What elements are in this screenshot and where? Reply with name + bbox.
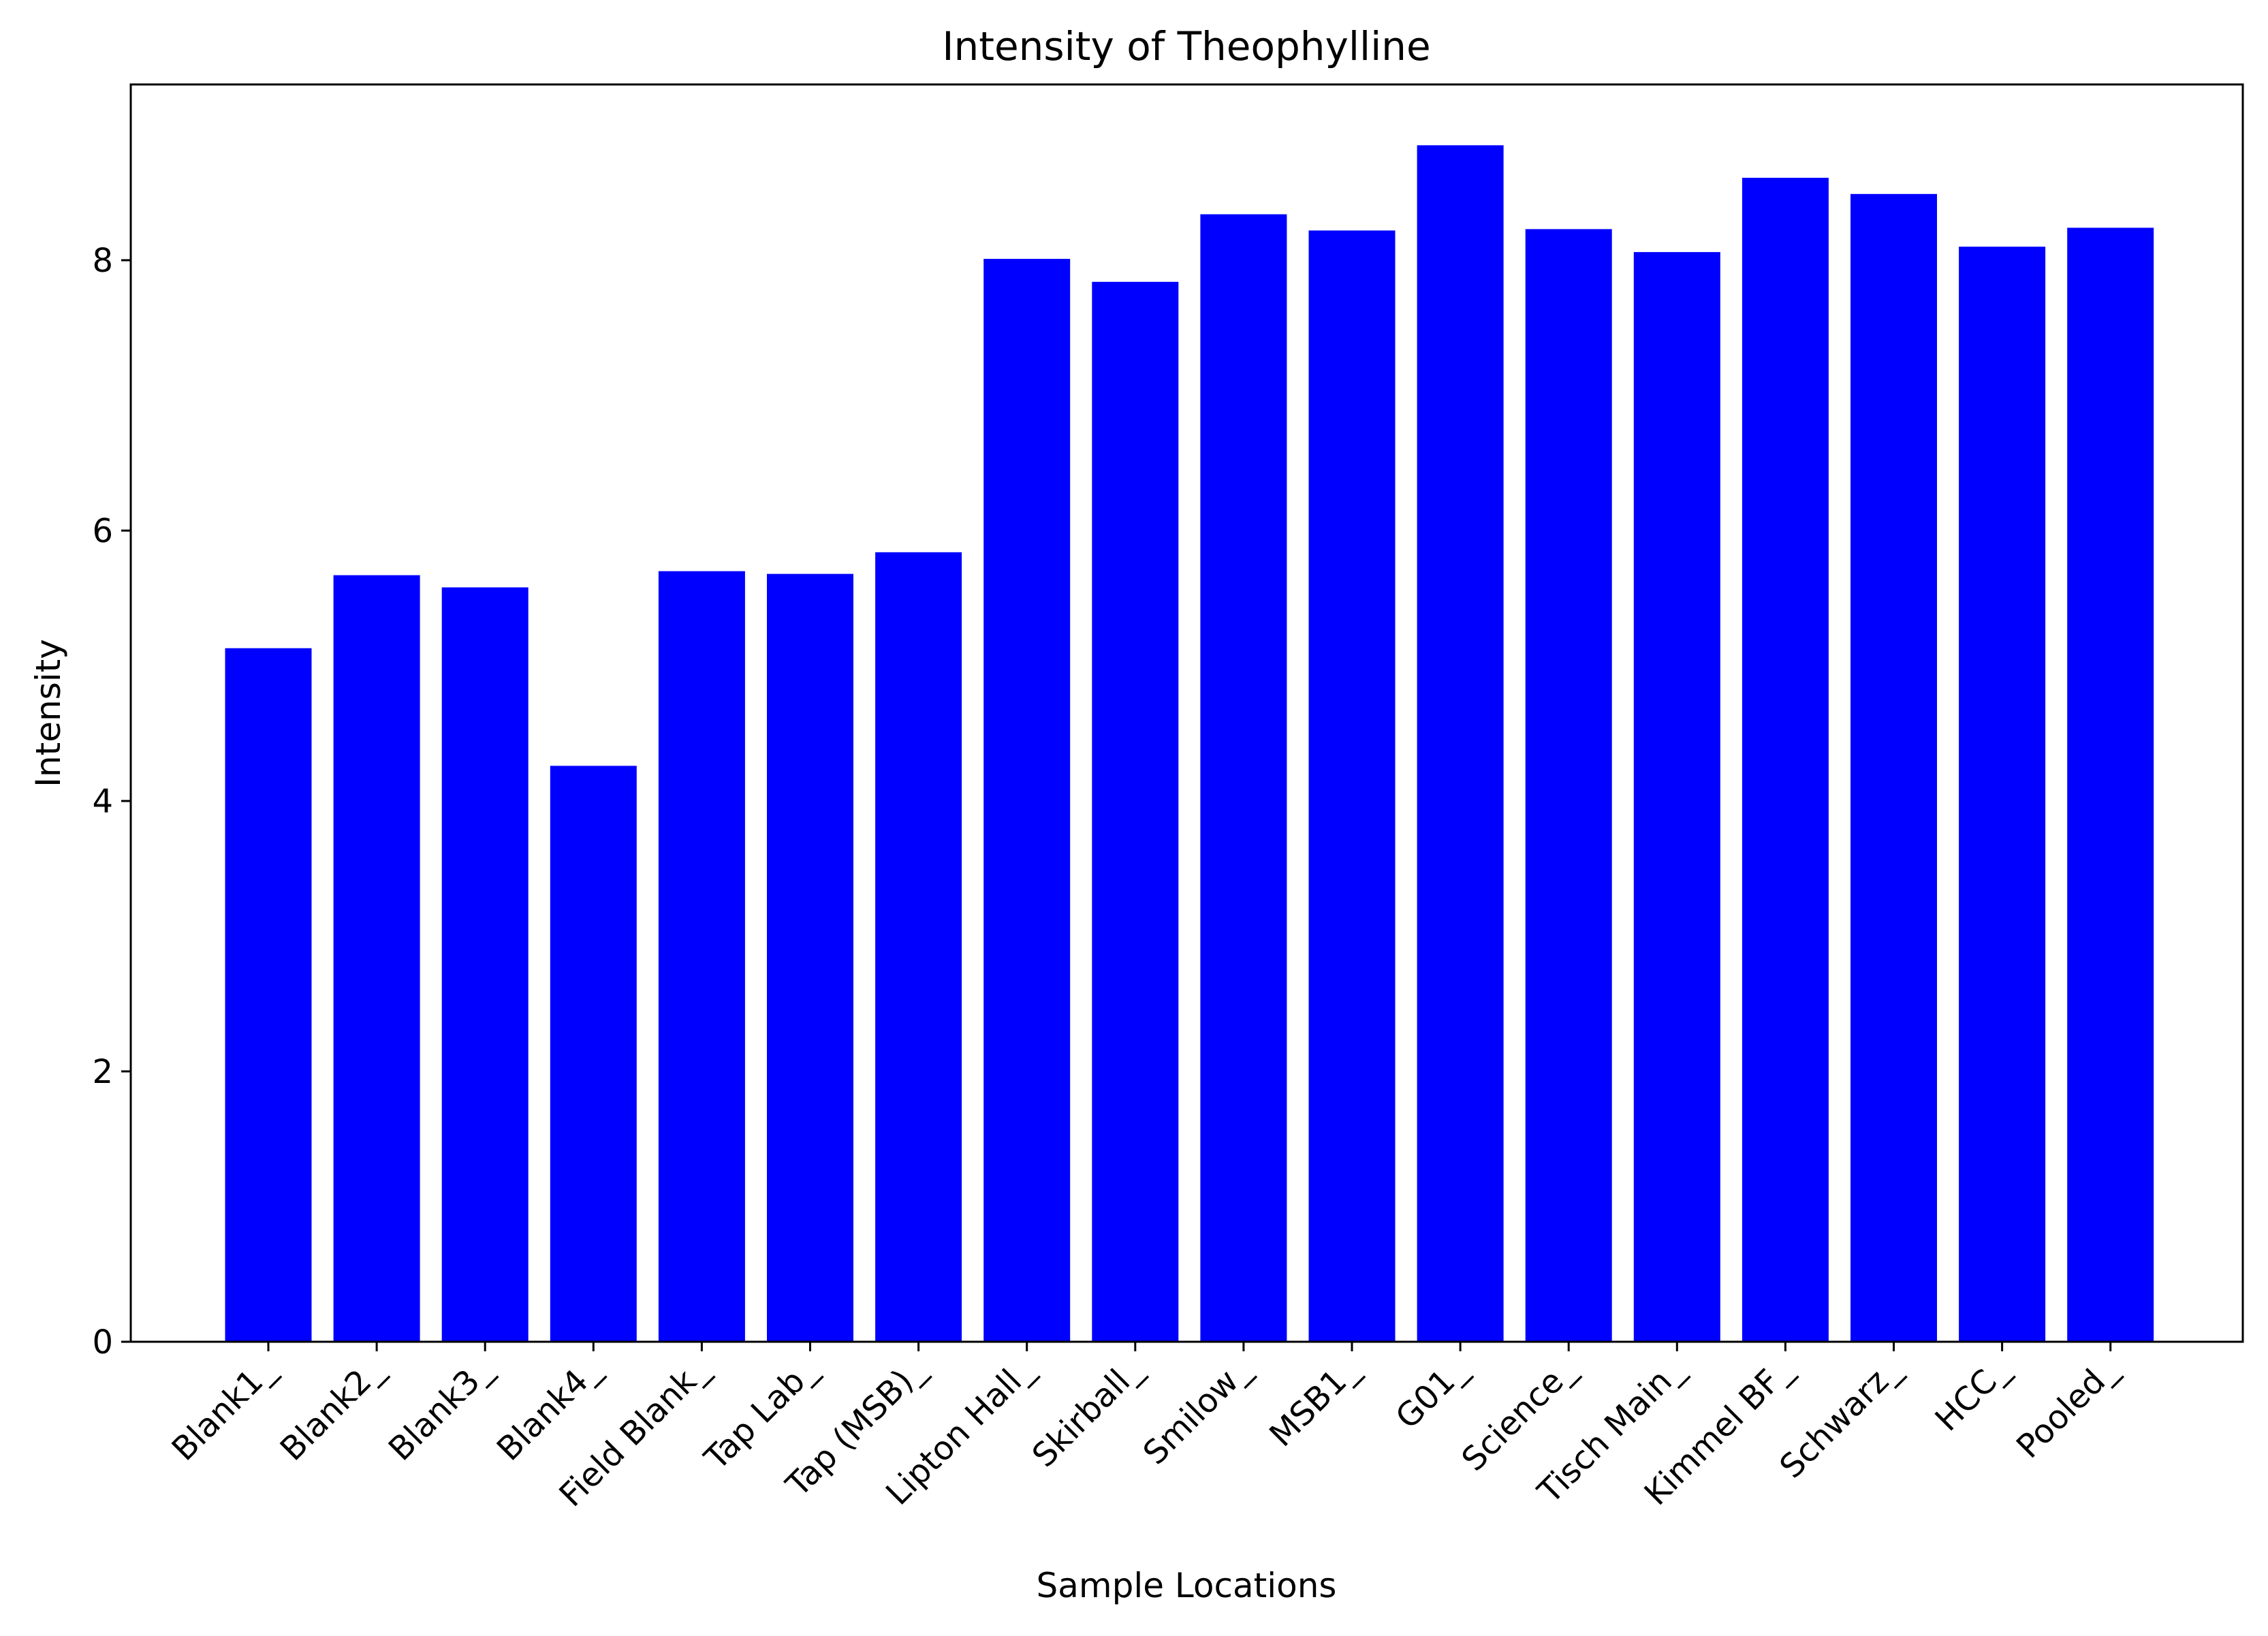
y-axis-label: Intensity [29,639,68,787]
bar-15 [1850,193,1937,1342]
bar-8 [1092,281,1179,1342]
bar-4 [658,571,745,1342]
x-tick-label: G01_ [1389,1350,1475,1436]
bar-17 [2067,227,2154,1342]
bar-10 [1308,230,1396,1342]
x-tick-label: Blank3_ [381,1350,500,1468]
bar-12 [1525,229,1612,1342]
bar-2 [441,587,529,1342]
bar-16 [1959,247,2046,1342]
x-tick-label: Schwarz_ [1772,1350,1908,1485]
x-axis-label: Sample Locations [1037,1566,1337,1605]
y-tick-label: 6 [92,512,113,550]
plot-frame [129,83,2244,1343]
x-tick-label: Blank2_ [273,1350,392,1468]
x-tick-label: Pooled_ [2009,1350,2125,1466]
x-axis: Blank1_Blank2_Blank3_Blank4_Field Blank_… [165,1342,2125,1514]
chart-title: Intensity of Theophylline [942,23,1430,69]
y-tick-label: 4 [92,783,113,821]
bar-0 [225,648,312,1342]
y-tick-label: 0 [92,1323,113,1362]
bar-6 [875,552,962,1342]
y-tick-label: 2 [92,1053,113,1091]
y-tick-label: 8 [92,242,113,280]
bar-1 [333,575,420,1342]
bars-group [225,145,2154,1342]
x-tick-label: Smilow_ [1136,1350,1258,1472]
x-tick-label: HCC_ [1928,1350,2017,1438]
bar-11 [1417,145,1504,1342]
x-tick-label: Skirball_ [1025,1350,1150,1475]
bar-13 [1633,252,1720,1342]
bar-9 [1200,214,1287,1342]
bar-5 [767,573,853,1342]
y-axis: 0 2 4 6 8 [92,242,131,1362]
bar-7 [983,259,1071,1342]
x-tick-label: MSB1_ [1262,1350,1366,1454]
bar-14 [1742,178,1829,1342]
x-tick-label: Blank1_ [165,1350,283,1468]
bar-3 [550,766,637,1342]
